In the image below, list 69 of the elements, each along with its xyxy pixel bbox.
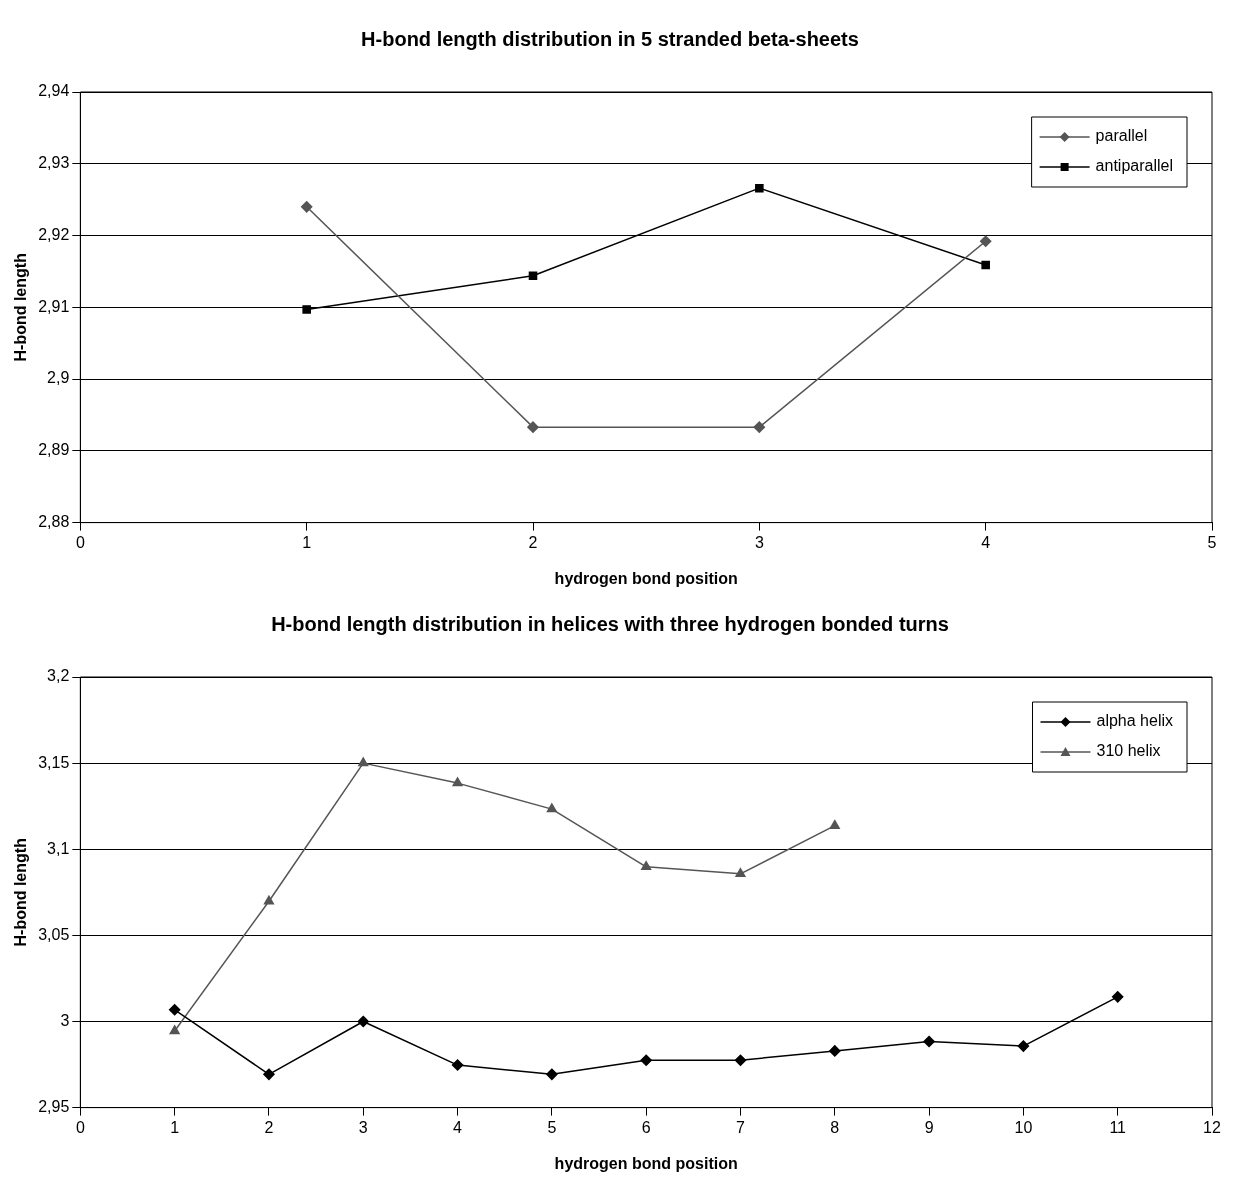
y-tick-label: 2,95 xyxy=(38,1098,70,1116)
y-tick-label: 2,92 xyxy=(38,225,70,243)
x-tick-label: 1 xyxy=(302,533,312,551)
y-tick-label: 3,05 xyxy=(38,925,70,943)
point xyxy=(452,777,463,787)
chart-title: H-bond length distribution in 5 stranded beta-sheets xyxy=(361,27,859,50)
x-tick-label: 12 xyxy=(1203,1118,1221,1136)
point xyxy=(640,1054,652,1066)
point xyxy=(923,1035,935,1048)
x-tick-label: 5 xyxy=(1207,533,1217,551)
x-tick-label: 11 xyxy=(1109,1118,1127,1136)
point xyxy=(302,305,311,314)
y-axis-title: H-bond length xyxy=(12,253,30,362)
x-tick-label: 4 xyxy=(453,1118,463,1136)
x-tick-label: 3 xyxy=(754,533,764,551)
point xyxy=(1111,991,1124,1003)
legend-label: antiparallel xyxy=(1095,157,1174,175)
x-tick-label: 9 xyxy=(924,1118,934,1136)
legend-label: 310 helix xyxy=(1096,742,1161,760)
chart-title: H-bond length distribution in helices with three hydrogen bonded turns xyxy=(271,612,949,635)
point xyxy=(527,421,539,433)
legend-label: alpha helix xyxy=(1096,712,1173,730)
x-tick-label: 0 xyxy=(75,1118,85,1136)
point xyxy=(546,1068,558,1081)
point xyxy=(979,235,992,248)
y-tick-label: 2,93 xyxy=(38,154,70,172)
y-tick-label: 2,88 xyxy=(38,513,70,531)
y-axis-title: H-bond length xyxy=(12,838,30,947)
x-axis-title: hydrogen bond position xyxy=(554,569,738,587)
x-tick-label: 3 xyxy=(358,1118,368,1136)
point xyxy=(263,895,275,905)
x-tick-label: 10 xyxy=(1014,1118,1033,1136)
x-tick-label: 6 xyxy=(641,1118,651,1136)
point xyxy=(357,1015,370,1028)
point xyxy=(829,1045,841,1057)
y-tick-label: 3,15 xyxy=(38,753,70,771)
point xyxy=(755,183,764,193)
x-tick-label: 1 xyxy=(170,1118,180,1136)
point xyxy=(734,1054,747,1066)
point xyxy=(263,1068,275,1081)
y-tick-label: 3,1 xyxy=(47,839,70,857)
legend-label: parallel xyxy=(1095,127,1148,145)
x-tick-label: 0 xyxy=(75,533,85,551)
point xyxy=(358,757,369,767)
y-tick-label: 2,89 xyxy=(38,441,70,459)
y-tick-label: 2,94 xyxy=(38,82,70,100)
point xyxy=(1017,1040,1030,1052)
point xyxy=(546,803,557,813)
point xyxy=(753,421,766,433)
y-tick-label: 3,2 xyxy=(47,667,70,685)
y-tick-label: 2,91 xyxy=(38,297,70,315)
y-tick-label: 2,9 xyxy=(47,369,70,387)
point xyxy=(641,861,652,871)
point xyxy=(981,260,990,270)
x-tick-label: 5 xyxy=(547,1118,557,1136)
point xyxy=(169,1025,180,1035)
point xyxy=(451,1059,464,1071)
x-tick-label: 8 xyxy=(830,1118,840,1136)
x-tick-label: 7 xyxy=(736,1118,746,1136)
x-tick-label: 2 xyxy=(528,533,538,551)
point xyxy=(735,868,746,878)
point xyxy=(829,819,840,829)
x-tick-label: 4 xyxy=(981,533,991,551)
x-axis-title: hydrogen bond position xyxy=(554,1154,738,1172)
point xyxy=(300,201,313,213)
y-tick-label: 3 xyxy=(60,1011,70,1029)
point xyxy=(168,1004,181,1016)
x-tick-label: 2 xyxy=(264,1118,274,1136)
point xyxy=(528,271,538,281)
